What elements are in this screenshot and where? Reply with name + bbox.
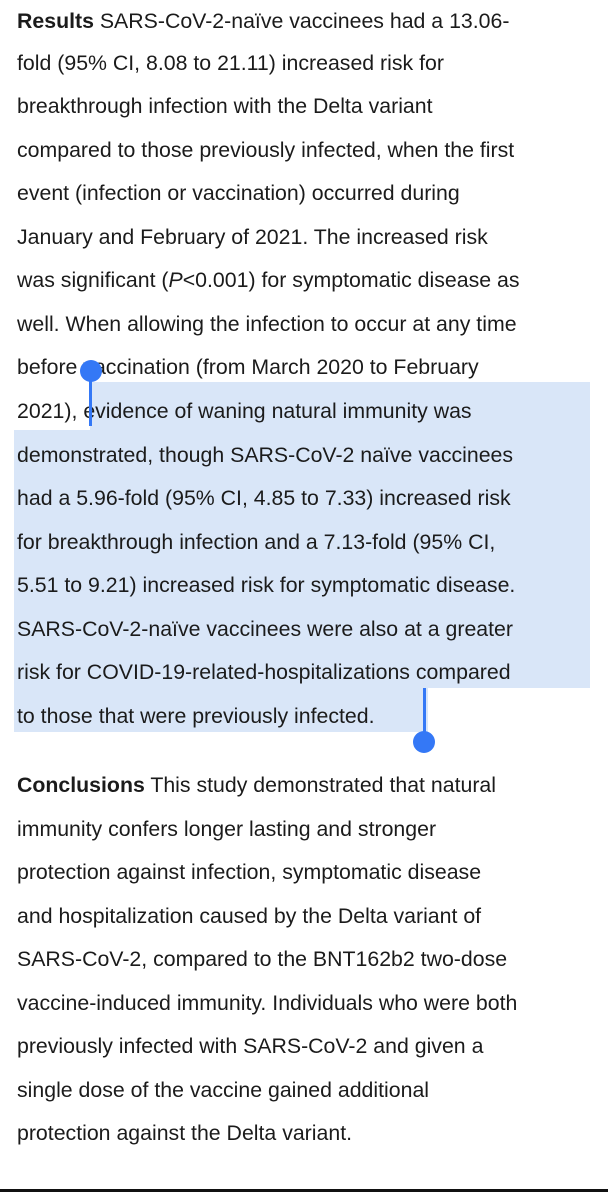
selection-end-handle[interactable] <box>413 731 435 753</box>
conclusions-line: vaccine-induced immunity. Individuals wh… <box>17 991 518 1015</box>
conclusions-line: Conclusions This study demonstrated that… <box>17 773 496 797</box>
text-selection-highlight <box>14 430 590 688</box>
selection-end-handle-bar[interactable] <box>423 688 426 742</box>
conclusions-line: previously infected with SARS-CoV-2 and … <box>17 1034 484 1058</box>
results-line: event (infection or vaccination) occurre… <box>17 181 460 205</box>
results-line: 2021), evidence of waning natural immuni… <box>17 399 472 423</box>
results-line: for breakthrough infection and a 7.13-fo… <box>17 530 496 554</box>
text-selection-highlight <box>90 392 590 430</box>
results-line: fold (95% CI, 8.08 to 21.11) increased r… <box>17 51 444 75</box>
text-selection-highlight <box>14 688 428 732</box>
conclusions-line: single dose of the vaccine gained additi… <box>17 1078 430 1102</box>
results-label: Results <box>17 9 94 33</box>
section-divider <box>0 1189 608 1192</box>
selection-start-handle-bar[interactable] <box>89 368 92 426</box>
conclusions-line: protection against infection, symptomati… <box>17 860 482 884</box>
results-line: demonstrated, though SARS-CoV-2 naïve va… <box>17 443 514 467</box>
results-line: risk for COVID-19-related-hospitalizatio… <box>17 660 511 684</box>
results-line: SARS-CoV-2-naïve vaccinees were also at … <box>17 617 513 641</box>
results-line: well. When allowing the infection to occ… <box>17 312 517 336</box>
conclusions-line: SARS-CoV-2, compared to the BNT162b2 two… <box>17 947 508 971</box>
results-line: to those that were previously infected. <box>17 704 375 728</box>
conclusions-label: Conclusions <box>17 773 145 797</box>
p-value-symbol: P <box>168 268 183 292</box>
conclusions-line: immunity confers longer lasting and stro… <box>17 817 437 841</box>
results-line: Results SARS-CoV-2-naïve vaccinees had a… <box>17 9 510 33</box>
text-selection-highlight <box>90 382 590 396</box>
selected-text: evidence of waning natural immunity was <box>83 399 472 423</box>
results-line: compared to those previously infected, w… <box>17 138 515 162</box>
conclusions-line: protection against the Delta variant. <box>17 1121 353 1145</box>
results-line: had a 5.96-fold (95% CI, 4.85 to 7.33) i… <box>17 486 511 510</box>
results-line: 5.51 to 9.21) increased risk for symptom… <box>17 573 516 597</box>
results-line: January and February of 2021. The increa… <box>17 225 488 249</box>
results-line: was significant (P<0.001) for symptomati… <box>17 268 520 292</box>
selection-start-handle[interactable] <box>80 360 102 382</box>
conclusions-line: and hospitalization caused by the Delta … <box>17 904 482 928</box>
results-line: breakthrough infection with the Delta va… <box>17 94 433 118</box>
